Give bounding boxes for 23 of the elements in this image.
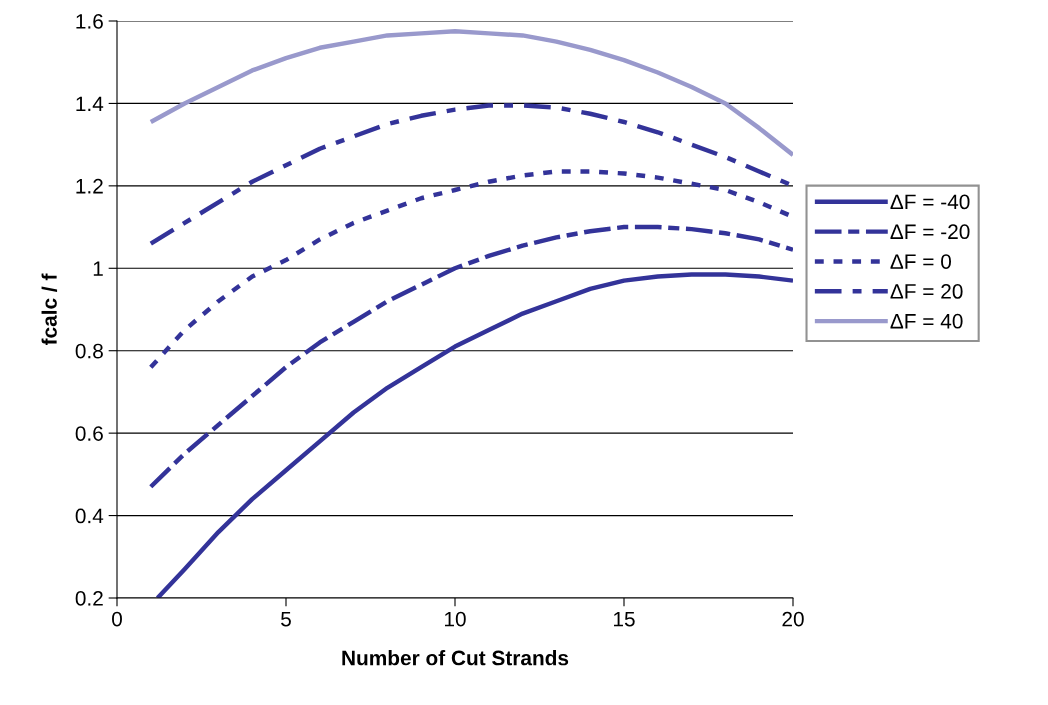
line-series (148, 29, 793, 158)
y-tick-label: 1.2 (76, 178, 103, 194)
y-tick-label: 1.4 (76, 96, 104, 111)
legend-label: ΔF = 40 (890, 313, 963, 329)
y-axis-title: fcalc / f (41, 273, 58, 346)
x-axis-title: Number of Cut Strands (342, 650, 569, 666)
y-tick-label: 0.4 (75, 508, 104, 524)
x-tick-label: 20 (782, 611, 804, 627)
x-tick-label: 15 (614, 611, 635, 627)
x-tick-label: 5 (281, 611, 291, 627)
x-tick-label: 0 (112, 611, 122, 627)
line-series (148, 224, 793, 489)
y-tick-label: 0.2 (75, 591, 103, 606)
y-tick-label: 1.6 (76, 14, 103, 29)
y-tick-label: 0.8 (75, 343, 103, 359)
legend-label: ΔF = 0 (890, 254, 952, 269)
y-tick-label: 0.6 (75, 426, 103, 441)
legend-label: ΔF = -40 (890, 194, 970, 210)
legend-label: ΔF = 20 (890, 284, 963, 299)
legend-label: ΔF = -20 (890, 224, 970, 240)
line-series (155, 272, 793, 598)
y-tick-label: 1 (93, 261, 103, 276)
x-tick-label: 10 (445, 611, 466, 627)
